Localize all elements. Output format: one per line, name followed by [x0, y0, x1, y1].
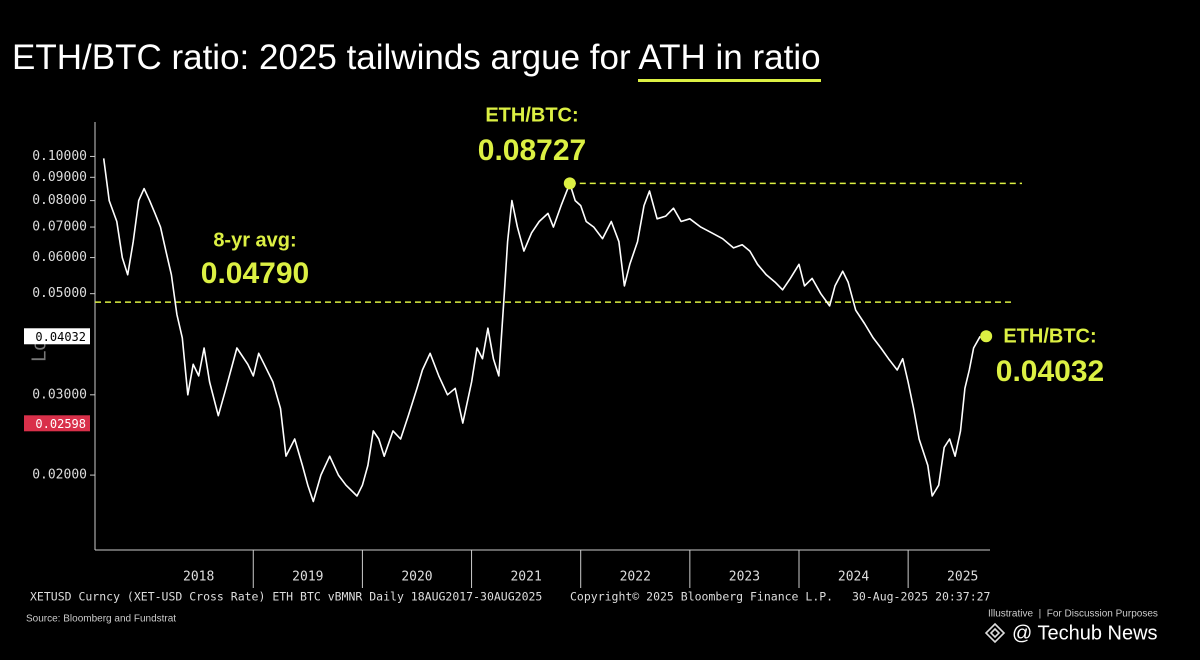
x-tick-label: 2020	[401, 570, 432, 585]
y-tick-label: 0.10000	[32, 149, 87, 164]
x-tick-label: 2019	[292, 570, 323, 585]
y-tick-label: 0.05000	[32, 286, 87, 301]
watermark: @ Techub News	[1012, 622, 1158, 644]
ratio-line	[102, 158, 981, 503]
logo	[984, 622, 1006, 644]
y-tick-label: 0.09000	[32, 170, 87, 185]
y-tick-label: 0.07000	[32, 220, 87, 235]
annotation-value: 0.04032	[996, 355, 1104, 388]
annotation-title: 8-yr avg:	[213, 229, 296, 251]
y-tick-label: 0.08000	[32, 193, 87, 208]
x-tick-label: 2024	[838, 570, 869, 585]
y-marker-label: 0.04032	[35, 330, 86, 344]
y-tick-label: 0.02000	[32, 468, 87, 483]
title-highlight: ATH in ratio	[638, 38, 821, 82]
timestamp: 30-Aug-2025 20:37:27	[852, 590, 991, 604]
annotation-title: ETH/BTC:	[1003, 325, 1096, 347]
annotation-dot	[980, 330, 993, 343]
source: Source: Bloomberg and Fundstrat	[26, 614, 176, 625]
title-text: ETH/BTC ratio: 2025 tailwinds argue for	[12, 38, 639, 77]
annotation-title: ETH/BTC:	[485, 104, 578, 126]
y-tick-label: 0.06000	[32, 250, 87, 265]
series-info: XETUSD Curncy (XET-USD Cross Rate) ETH B…	[30, 590, 542, 604]
copyright: Copyright© 2025 Bloomberg Finance L.P.	[570, 590, 833, 604]
x-tick-label: 2022	[620, 570, 651, 585]
y-marker-box	[24, 415, 90, 432]
annotation-value: 0.04790	[201, 257, 309, 290]
y-marker-box	[24, 328, 90, 345]
x-tick-label: 2021	[510, 570, 541, 585]
annotation-value: 0.08727	[478, 134, 586, 167]
chart-title: ETH/BTC ratio: 2025 tailwinds argue for …	[12, 38, 821, 82]
x-tick-label: 2025	[947, 570, 978, 585]
x-tick-label: 2023	[729, 570, 760, 585]
annotation-dot	[563, 177, 576, 190]
y-marker-label: 0.02598	[35, 417, 86, 431]
disclaimer: Illustrative | For Discussion Purposes	[988, 609, 1158, 620]
x-tick-label: 2018	[183, 570, 214, 585]
y-tick-label: 0.03000	[32, 387, 87, 402]
